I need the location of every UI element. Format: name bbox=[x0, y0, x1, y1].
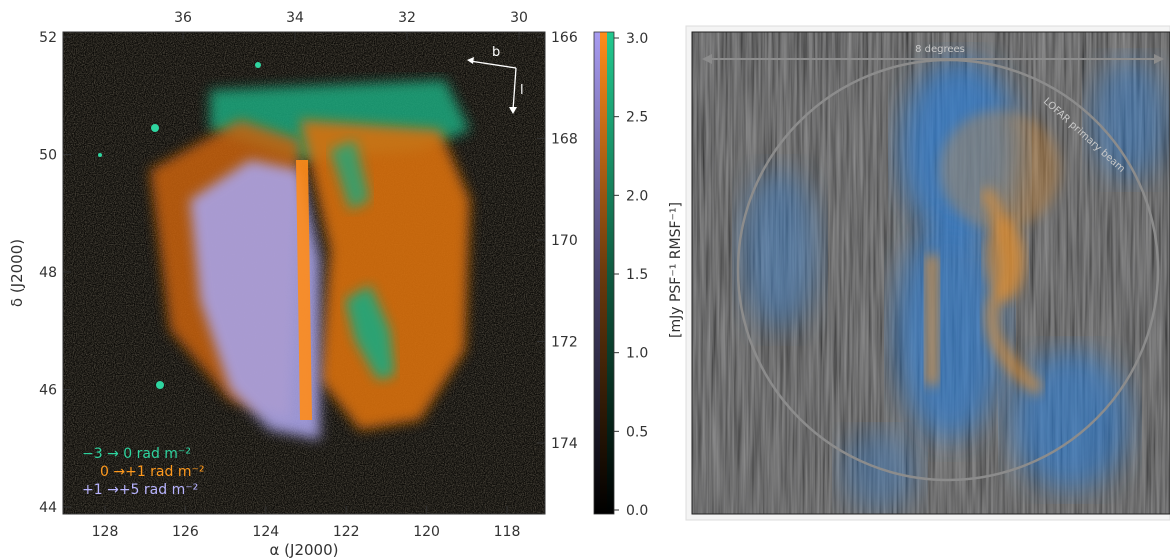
x-tick-label: 124 bbox=[252, 524, 279, 540]
x-tick-label: 128 bbox=[92, 524, 119, 540]
y-axis-ticks: 52 50 48 46 44 bbox=[39, 30, 71, 516]
right-tick-label: 172 bbox=[551, 335, 578, 351]
colorbar-tick-label: 1.0 bbox=[626, 346, 648, 362]
right-axis-ticks: 166 168 170 172 174 bbox=[537, 30, 578, 452]
x-tick-label: 126 bbox=[172, 524, 199, 540]
colorbar-label: [mJy PSF⁻¹ RMSF⁻¹] bbox=[668, 202, 684, 338]
x-axis-label: α (J2000) bbox=[270, 541, 339, 559]
right-tick-label: 168 bbox=[551, 132, 578, 148]
b-direction-label: b bbox=[492, 45, 500, 60]
legend-entry: +1 →+5 rad m⁻² bbox=[82, 482, 198, 498]
top-tick-label: 32 bbox=[398, 10, 416, 26]
x-tick-label: 120 bbox=[413, 524, 440, 540]
legend-entry: 0 →+1 rad m⁻² bbox=[100, 464, 205, 480]
colorbar-tick-label: 1.5 bbox=[626, 267, 648, 283]
colorbar-tick-label: 0.0 bbox=[626, 503, 648, 519]
colorbar: 3.0 2.5 2.0 1.5 1.0 0.5 0.0 [mJy PSF⁻¹ RMSF⁻¹] bbox=[593, 31, 684, 519]
legend-entry: −3 → 0 rad m⁻² bbox=[82, 446, 191, 462]
y-tick-label: 48 bbox=[39, 265, 57, 281]
colorbar-orange-strip bbox=[600, 32, 607, 514]
right-tick-label: 166 bbox=[551, 30, 578, 46]
colorbar-tick-label: 0.5 bbox=[626, 424, 648, 440]
colorbar-green-strip bbox=[607, 32, 614, 514]
right-image-panel: 8 degrees LOFAR primary beam bbox=[685, 25, 1170, 521]
top-tick-label: 30 bbox=[510, 10, 528, 26]
right-tick-label: 170 bbox=[551, 233, 578, 249]
y-axis-label: δ (J2000) bbox=[8, 239, 26, 307]
x-tick-label: 122 bbox=[333, 524, 360, 540]
left-map-panel: b l −3 → 0 rad m⁻² 0 →+1 rad m⁻² +1 →+5 ra… bbox=[8, 10, 578, 559]
right-tick-label: 174 bbox=[551, 436, 578, 452]
magnetic-field-image: 8 degrees LOFAR primary beam bbox=[692, 32, 1170, 514]
colorbar-ticks: 3.0 2.5 2.0 1.5 1.0 0.5 0.0 bbox=[614, 31, 648, 519]
rotation-measure-legend: −3 → 0 rad m⁻² 0 →+1 rad m⁻² +1 →+5 rad m⁻… bbox=[82, 446, 205, 498]
colorbar-tick-label: 3.0 bbox=[626, 31, 648, 47]
scale-label: 8 degrees bbox=[915, 44, 965, 55]
galactic-direction-indicator: b l bbox=[467, 45, 524, 114]
y-tick-label: 50 bbox=[39, 148, 57, 164]
y-tick-label: 44 bbox=[39, 500, 57, 516]
y-tick-label: 46 bbox=[39, 383, 57, 399]
top-axis-ticks: 36 34 32 30 bbox=[174, 10, 528, 40]
colorbar-tick-label: 2.5 bbox=[626, 110, 648, 126]
top-tick-label: 34 bbox=[286, 10, 304, 26]
top-tick-label: 36 bbox=[174, 10, 192, 26]
polarization-image bbox=[63, 32, 545, 514]
x-tick-label: 118 bbox=[494, 524, 521, 540]
colorbar-tick-label: 2.0 bbox=[626, 188, 648, 204]
l-direction-label: l bbox=[520, 83, 524, 98]
y-tick-label: 52 bbox=[39, 30, 57, 46]
x-axis-ticks: 128 126 124 122 120 118 bbox=[92, 506, 521, 540]
colorbar-purple-strip bbox=[594, 32, 600, 514]
